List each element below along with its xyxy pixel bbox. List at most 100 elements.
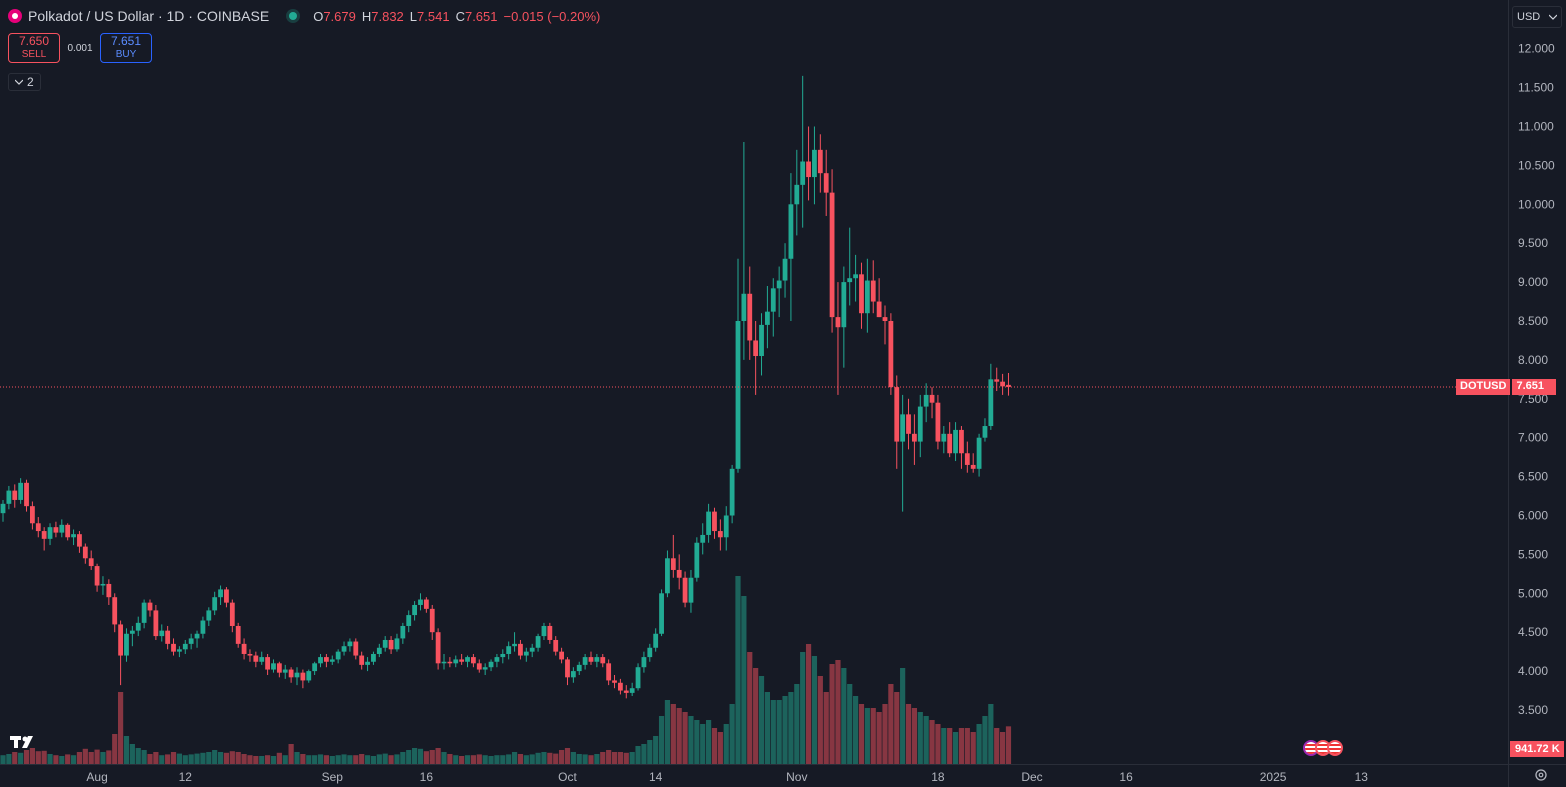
candle-body[interactable] — [859, 274, 864, 314]
candle-body[interactable] — [712, 511, 717, 532]
candle-body[interactable] — [506, 646, 512, 654]
candle-body[interactable] — [453, 659, 459, 664]
candle-body[interactable] — [947, 433, 953, 454]
candle-body[interactable] — [171, 643, 176, 652]
candle-body[interactable] — [112, 597, 118, 625]
candle-body[interactable] — [229, 602, 235, 626]
candle-body[interactable] — [347, 641, 353, 647]
candle-body[interactable] — [900, 414, 906, 442]
economic-events[interactable] — [1303, 740, 1343, 756]
candle-body[interactable] — [906, 414, 911, 434]
candle-body[interactable] — [547, 625, 553, 640]
candle-body[interactable] — [147, 602, 153, 611]
candle-body[interactable] — [588, 657, 594, 662]
candle-body[interactable] — [129, 630, 135, 634]
candle-body[interactable] — [447, 661, 453, 664]
indicators-collapse-button[interactable]: 2 — [8, 73, 41, 91]
candle-body[interactable] — [47, 527, 53, 539]
candle-body[interactable] — [929, 394, 935, 403]
candle-body[interactable] — [735, 321, 741, 469]
candle-body[interactable] — [341, 646, 347, 652]
candle-body[interactable] — [200, 620, 206, 634]
candle-body[interactable] — [276, 663, 282, 673]
candle-body[interactable] — [741, 293, 747, 321]
candle-body[interactable] — [923, 394, 929, 407]
candle-body[interactable] — [482, 667, 488, 670]
candle-body[interactable] — [12, 490, 18, 500]
candle-body[interactable] — [494, 657, 500, 662]
candle-body[interactable] — [71, 534, 76, 538]
candle-body[interactable] — [670, 558, 676, 570]
candle-body[interactable] — [259, 657, 265, 662]
gear-icon[interactable] — [1534, 768, 1548, 782]
candle-body[interactable] — [0, 503, 6, 514]
candle-body[interactable] — [788, 204, 794, 259]
candle-body[interactable] — [912, 433, 917, 442]
candle-body[interactable] — [518, 643, 523, 656]
candle-body[interactable] — [318, 657, 323, 664]
candle-body[interactable] — [806, 161, 811, 178]
candle-body[interactable] — [647, 647, 653, 658]
candle-body[interactable] — [565, 659, 570, 678]
candle-body[interactable] — [529, 647, 535, 652]
candle-body[interactable] — [500, 653, 506, 658]
candle-body[interactable] — [994, 379, 1000, 382]
candle-body[interactable] — [970, 464, 976, 469]
candle-body[interactable] — [53, 527, 59, 533]
candle-body[interactable] — [106, 583, 112, 598]
candle-body[interactable] — [376, 647, 382, 654]
candle-body[interactable] — [206, 610, 212, 621]
candle-body[interactable] — [30, 506, 35, 524]
candle-body[interactable] — [665, 558, 670, 594]
candle-body[interactable] — [365, 661, 370, 665]
candle-body[interactable] — [717, 531, 723, 538]
candle-body[interactable] — [118, 624, 123, 656]
candle-body[interactable] — [729, 468, 735, 516]
candle-body[interactable] — [700, 534, 706, 543]
candle-body[interactable] — [141, 602, 147, 623]
candle-body[interactable] — [288, 669, 294, 678]
candle-body[interactable] — [253, 655, 259, 662]
candle-body[interactable] — [406, 615, 412, 626]
candle-body[interactable] — [894, 387, 900, 442]
buy-button[interactable]: 7.651 BUY — [100, 33, 152, 63]
candle-body[interactable] — [88, 558, 94, 567]
candle-body[interactable] — [688, 577, 694, 603]
candle-body[interactable] — [382, 639, 388, 648]
candle-body[interactable] — [212, 597, 218, 611]
candle-body[interactable] — [94, 566, 100, 586]
candle-body[interactable] — [523, 651, 529, 656]
candle-body[interactable] — [976, 437, 982, 469]
candle-body[interactable] — [694, 542, 700, 578]
currency-selector[interactable]: USD — [1512, 6, 1562, 28]
candle-body[interactable] — [418, 599, 423, 605]
candle-body[interactable] — [400, 625, 406, 639]
candle-body[interactable] — [570, 671, 576, 678]
candle-body[interactable] — [853, 274, 858, 279]
candle-body[interactable] — [864, 280, 870, 314]
candle-body[interactable] — [135, 622, 141, 631]
candle-body[interactable] — [882, 317, 888, 321]
candle-body[interactable] — [335, 651, 341, 660]
candle-body[interactable] — [177, 649, 182, 652]
candle-body[interactable] — [24, 482, 29, 507]
candle-body[interactable] — [594, 657, 600, 662]
candle-body[interactable] — [641, 657, 647, 668]
candle-body[interactable] — [653, 633, 659, 648]
candle-body[interactable] — [18, 482, 24, 500]
candle-body[interactable] — [65, 524, 71, 538]
candle-body[interactable] — [124, 633, 129, 656]
candle-body[interactable] — [553, 639, 559, 652]
candle-body[interactable] — [306, 671, 312, 681]
candle-body[interactable] — [917, 406, 923, 442]
candle-body[interactable] — [706, 511, 711, 535]
candle-body[interactable] — [635, 667, 641, 689]
candle-body[interactable] — [188, 638, 194, 644]
candle-body[interactable] — [241, 643, 247, 654]
candle-body[interactable] — [353, 641, 359, 656]
candle-body[interactable] — [247, 653, 253, 656]
candle-body[interactable] — [794, 184, 800, 205]
symbol-title[interactable]: Polkadot / US Dollar · 1D · COINBASE — [28, 8, 270, 24]
candle-body[interactable] — [559, 651, 564, 660]
candle-body[interactable] — [429, 608, 435, 633]
